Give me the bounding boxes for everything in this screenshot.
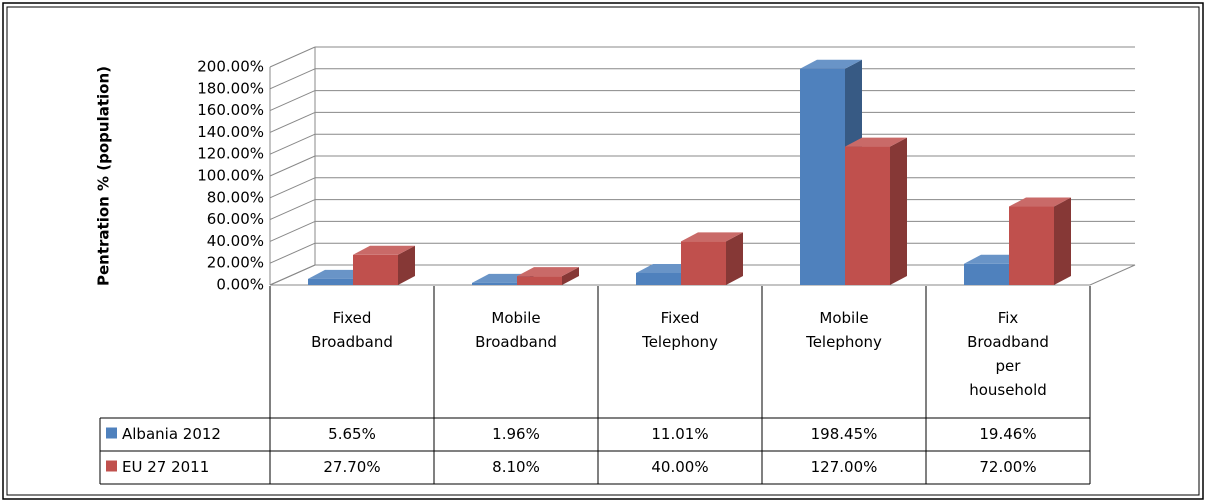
grid-line-side [269, 46, 316, 68]
x-tick-label-line: per [996, 357, 1022, 375]
grid-line-side [269, 68, 316, 90]
bar [636, 272, 681, 285]
data-label: 8.10% [492, 458, 540, 476]
x-tick-label-line: Broadband [475, 333, 557, 351]
grid-line-side [269, 242, 316, 264]
legend-label: EU 27 2011 [122, 458, 209, 476]
y-tick-label: 80.00% [207, 188, 264, 206]
legend-swatch [106, 427, 117, 439]
bar [517, 276, 562, 285]
data-label: 1.96% [492, 425, 540, 443]
y-tick-label: 140.00% [197, 123, 264, 141]
grid-line-side [269, 155, 316, 177]
bar [845, 146, 890, 285]
x-tick-label-line: Telephony [641, 333, 718, 351]
frame-inner [6, 6, 1200, 496]
bar [1009, 206, 1054, 285]
data-label: 27.70% [323, 458, 380, 476]
y-tick-label: 120.00% [197, 145, 264, 163]
x-tick-label-line: Telephony [805, 333, 882, 351]
data-label: 198.45% [811, 425, 878, 443]
y-tick-label: 40.00% [207, 232, 264, 250]
y-tick-label: 180.00% [197, 79, 264, 97]
legend-swatch [106, 460, 117, 472]
y-tick-label: 100.00% [197, 167, 264, 185]
x-tick-label: Fix Broadband per household [967, 309, 1049, 399]
bar-top [517, 267, 579, 277]
bar-side [562, 267, 579, 285]
bar-top [1009, 197, 1071, 207]
y-tick-label: 160.00% [197, 101, 264, 119]
legend-label: Albania 2012 [122, 425, 221, 443]
bar-top [681, 232, 743, 242]
data-label: 127.00% [811, 458, 878, 476]
grid-line-side [269, 199, 316, 221]
x-tick-label-line: Fix [998, 309, 1019, 327]
bar-top [800, 59, 862, 69]
y-tick-label: 0.00% [216, 276, 264, 294]
x-tick-label-line: Broadband [311, 333, 393, 351]
x-tick-label: Mobile Telephony [805, 309, 882, 351]
grid-line-side [269, 177, 316, 199]
bar [353, 254, 398, 285]
bar-side [890, 137, 907, 285]
bar [681, 241, 726, 285]
y-tick-label: 60.00% [207, 210, 264, 228]
data-label: 19.46% [979, 425, 1036, 443]
bar [472, 282, 517, 285]
x-tick-label-line: household [969, 381, 1047, 399]
y-tick-label: 200.00% [197, 58, 264, 76]
grid-line-side [269, 220, 316, 242]
bar-side [1054, 197, 1071, 285]
y-axis-title: Pentration % (population) [95, 66, 113, 286]
data-label: 72.00% [979, 458, 1036, 476]
x-tick-label-line: Broadband [967, 333, 1049, 351]
grid-line-side [269, 90, 316, 112]
x-tick-label-line: Mobile [819, 309, 868, 327]
data-label: 11.01% [651, 425, 708, 443]
x-tick-label: Fixed Telephony [641, 309, 718, 351]
data-label: 5.65% [328, 425, 376, 443]
bar [800, 68, 845, 285]
bar [964, 263, 1009, 285]
bar [308, 278, 353, 285]
data-label: 40.00% [651, 458, 708, 476]
x-tick-label-line: Fixed [333, 309, 372, 327]
grid-line-side [269, 111, 316, 133]
bar-side [398, 245, 415, 285]
x-tick-label: Fixed Broadband [311, 309, 393, 351]
bar-top [845, 137, 907, 147]
y-tick-label: 20.00% [207, 254, 264, 272]
x-tick-label-line: Fixed [661, 309, 700, 327]
grid-line-side [269, 133, 316, 155]
bar-top [353, 245, 415, 255]
x-tick-label: Mobile Broadband [475, 309, 557, 351]
bar-side [726, 232, 743, 285]
x-tick-label-line: Mobile [491, 309, 540, 327]
